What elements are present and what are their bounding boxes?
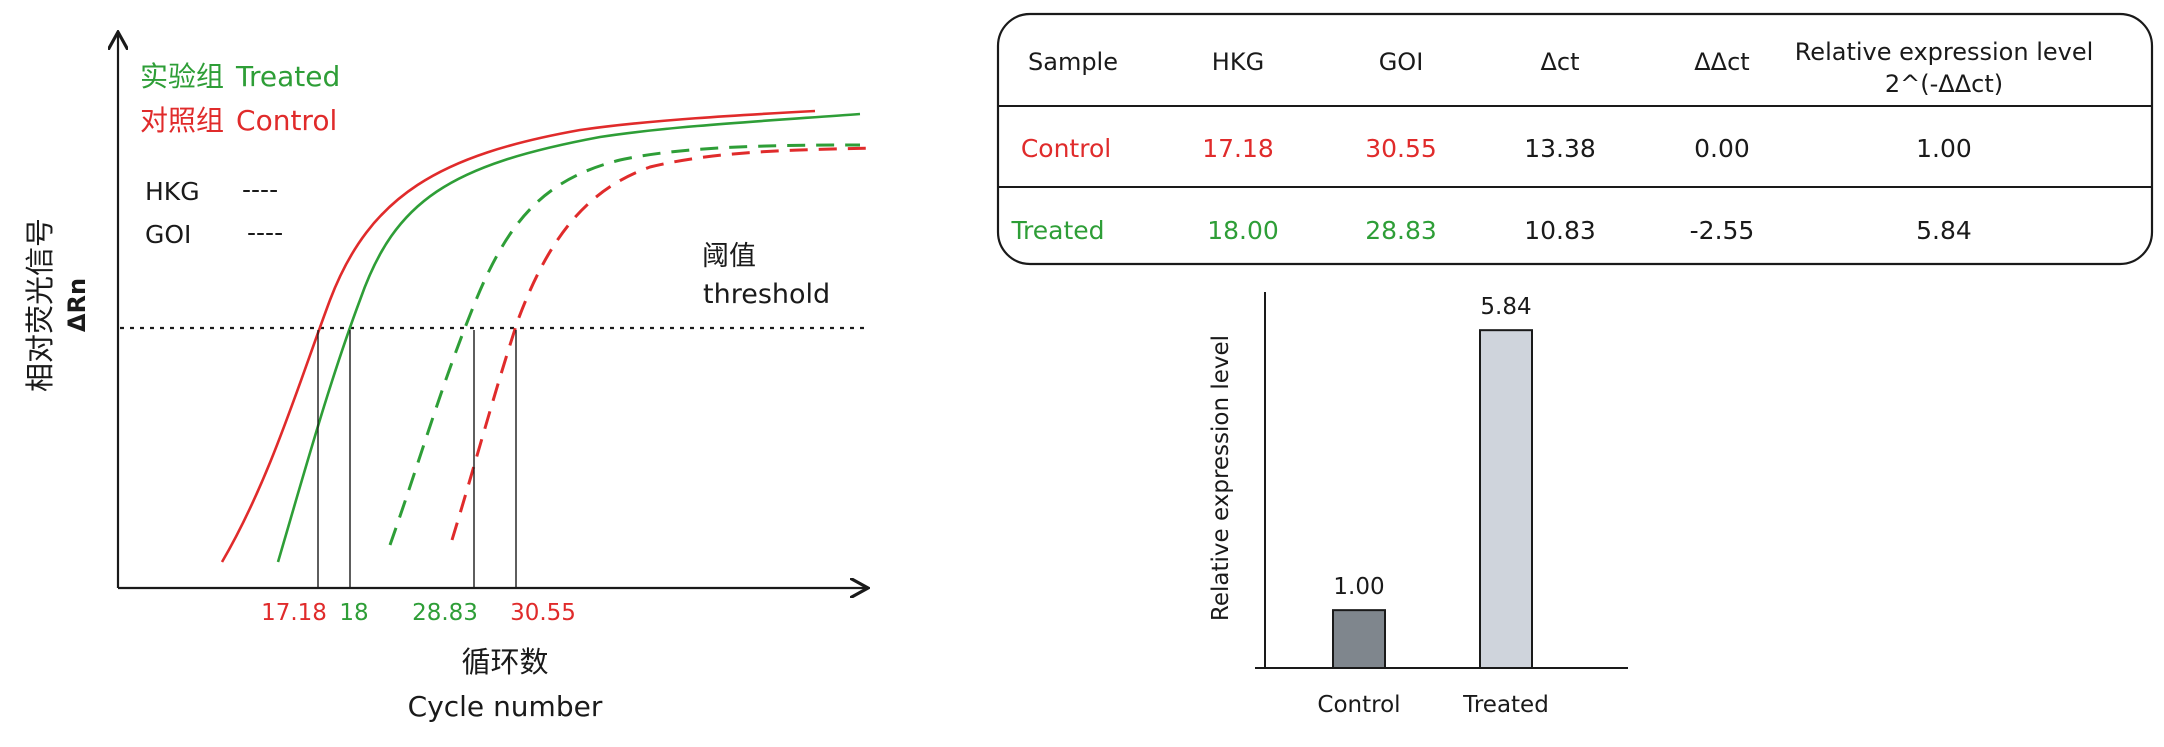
bar-chart: Relative expression level 1.00 Control 5.8… [1208, 292, 1628, 718]
table-row: Control 17.18 30.55 13.38 0.00 1.00 [1021, 134, 1972, 163]
table-cell: 0.00 [1694, 134, 1750, 163]
x-axis-label-en: Cycle number [408, 690, 603, 723]
bar-y-axis-label: Relative expression level [1208, 335, 1234, 621]
table-header: Δct [1540, 48, 1579, 76]
control-goi-curve [450, 146, 876, 541]
table-cell: 17.18 [1202, 134, 1274, 163]
table-cell: Treated [1010, 216, 1104, 245]
bar-category-label: Treated [1462, 692, 1549, 718]
legend-control: 对照组 Control [140, 104, 337, 137]
table-header: Sample [1028, 48, 1118, 76]
svg-text:ΔRn: ΔRn [63, 278, 91, 332]
table-header: GOI [1379, 48, 1424, 76]
table-header: ΔΔct [1694, 48, 1749, 76]
legend-hkg-label: HKG [145, 177, 200, 206]
table-row: Treated 18.00 28.83 10.83 -2.55 5.84 [1010, 216, 1971, 245]
table-cell: 30.55 [1365, 134, 1437, 163]
threshold-label-cn: 阈值 [702, 241, 756, 272]
table-cell: 5.84 [1916, 216, 1972, 245]
table-cell: 18.00 [1207, 216, 1279, 245]
x-axis-label-cn: 循环数 [461, 645, 548, 679]
table-cell: 13.38 [1524, 134, 1596, 163]
legend-treated: 实验组 Treated [140, 60, 340, 93]
bar-data-label: 5.84 [1480, 294, 1531, 320]
control-hkg-curve [220, 109, 816, 563]
amplification-chart: 17.18 18 28.83 30.55 实验组 Treated 对照组 Contr… [23, 34, 876, 723]
svg-text:相对荧光信号: 相对荧光信号 [23, 218, 57, 392]
table-header: HKG [1212, 48, 1264, 76]
treated-goi-curve [388, 143, 861, 546]
ct-tick-label: 28.83 [412, 600, 478, 626]
bar-category-label: Control [1317, 692, 1400, 718]
bar-data-label: 1.00 [1333, 574, 1384, 600]
table-cell: 1.00 [1916, 134, 1972, 163]
table-header: 2^(-ΔΔct) [1885, 70, 2003, 98]
ct-tick-label: 18 [339, 600, 368, 626]
legend-hkg-line: ---- [242, 175, 278, 204]
table-header: Relative expression level [1795, 38, 2094, 66]
treated-hkg-curve [276, 112, 861, 563]
legend-goi-label: GOI [145, 220, 191, 249]
table-cell: -2.55 [1690, 216, 1755, 245]
threshold-label-en: threshold [703, 279, 830, 310]
table-cell: 28.83 [1365, 216, 1437, 245]
results-table: Sample HKG GOI Δct ΔΔct Relative express… [996, 12, 2154, 266]
table-cell: Control [1021, 134, 1111, 163]
bar-control [1332, 609, 1386, 670]
table-cell: 10.83 [1524, 216, 1596, 245]
ct-tick-label: 17.18 [261, 600, 327, 626]
table-frame [996, 12, 2154, 266]
bar-treated [1479, 329, 1533, 669]
ct-tick-label: 30.55 [510, 600, 576, 626]
legend-goi-line: ---- [247, 218, 283, 247]
y-axis-label: 相对荧光信号 ΔRn [23, 218, 91, 392]
